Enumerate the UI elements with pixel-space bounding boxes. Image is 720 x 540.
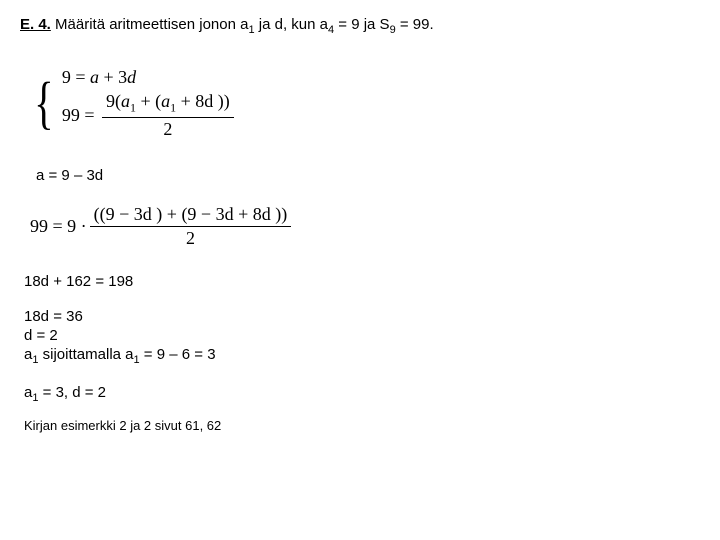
book-reference: Kirjan esimerkki 2 ja 2 sivut 61, 62: [24, 418, 700, 433]
title-t4: = 99.: [396, 16, 434, 33]
step-d-result: d = 2: [24, 327, 700, 344]
equation-substituted: 99 = 9 · ((9 − 3d ) + (9 − 3d + 8d )) 2: [30, 204, 700, 249]
final-answer: a1 = 3, d = 2: [24, 384, 700, 404]
title-t2: ja d, kun a: [255, 16, 328, 33]
step-a1-substitute: a1 sijoittamalla a1 = 9 – 6 = 3: [24, 346, 700, 366]
left-brace: {: [34, 74, 53, 132]
title-t1: Määritä aritmeettisen jonon a: [51, 16, 249, 33]
eq2-numerator: ((9 − 3d ) + (9 − 3d + 8d )): [90, 204, 292, 227]
title-t3: = 9 ja S: [334, 16, 389, 33]
equation-system: { 9 = a + 3d 99 = 9(a1 + (a1 + 8d )) 2: [30, 64, 700, 143]
eq2-lhs: 99 = 9 ·: [30, 216, 87, 237]
system-row-1: 9 = a + 3d: [62, 67, 237, 88]
eq2-denominator: 2: [186, 227, 195, 249]
step-a-equals: a = 9 – 3d: [36, 167, 700, 184]
sys1-a: a: [90, 67, 99, 87]
step-simplify-1: 18d + 162 = 198: [24, 273, 700, 290]
step-simplify-2: 18d = 36: [24, 308, 700, 325]
problem-title: E. 4. Määritä aritmeettisen jonon a1 ja …: [20, 16, 700, 36]
sys2-lhs: 99 =: [62, 105, 95, 126]
sys2-numerator: 9(a1 + (a1 + 8d )): [102, 91, 234, 118]
sys2-denominator: 2: [163, 118, 172, 140]
sys1-d: d: [127, 67, 136, 87]
sys1-plus: + 3: [99, 67, 127, 87]
system-row-2: 99 = 9(a1 + (a1 + 8d )) 2: [62, 91, 237, 140]
title-label: E. 4.: [20, 16, 51, 33]
sys1-lhs: 9 =: [62, 67, 86, 88]
